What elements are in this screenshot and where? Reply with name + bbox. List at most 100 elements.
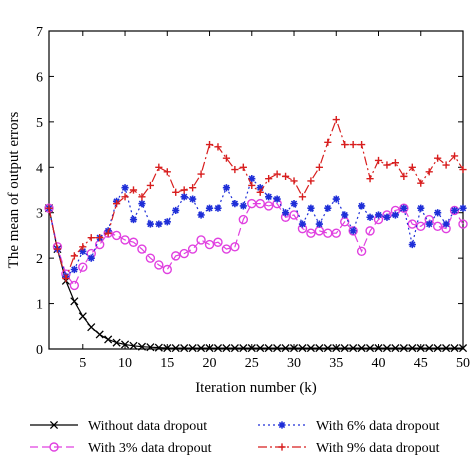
series — [44, 198, 468, 291]
data-point — [231, 165, 239, 174]
data-point — [213, 237, 223, 247]
data-point — [70, 252, 78, 260]
data-point — [187, 244, 198, 254]
data-point — [154, 343, 163, 352]
data-point — [399, 344, 408, 353]
series-line — [48, 177, 464, 278]
data-point — [239, 202, 247, 210]
data-point — [155, 163, 163, 171]
data-point — [162, 264, 172, 275]
data-point — [391, 344, 400, 353]
data-point — [138, 200, 146, 208]
y-tick-label: 4 — [36, 161, 43, 176]
data-point — [104, 335, 113, 344]
data-point — [289, 210, 299, 220]
data-point — [416, 344, 425, 353]
data-point — [399, 203, 409, 213]
data-point — [400, 172, 408, 180]
data-point — [408, 163, 416, 171]
x-tick-label: 15 — [160, 356, 174, 371]
data-point — [290, 177, 298, 185]
data-point — [450, 206, 459, 215]
x-tick-label: 30 — [287, 356, 301, 371]
data-point — [137, 244, 147, 254]
series-line — [48, 202, 464, 287]
data-point — [332, 195, 340, 203]
data-point — [331, 228, 341, 238]
data-point — [273, 170, 281, 178]
x-tick-label: 50 — [456, 356, 470, 371]
data-point — [155, 220, 163, 228]
data-point — [315, 344, 324, 353]
data-point — [289, 344, 299, 353]
data-point — [255, 198, 265, 209]
data-point — [128, 237, 139, 247]
x-tick-label: 25 — [245, 356, 259, 371]
series — [45, 115, 467, 283]
data-point — [265, 175, 273, 183]
data-point — [231, 200, 239, 208]
data-point — [163, 168, 171, 176]
data-point — [332, 344, 341, 353]
y-tick-label: 5 — [36, 116, 43, 131]
data-point — [391, 211, 400, 219]
data-point — [278, 421, 286, 429]
data-point — [221, 244, 232, 254]
data-point — [78, 262, 88, 272]
data-point — [45, 204, 53, 212]
data-point — [189, 195, 197, 203]
data-point — [323, 228, 333, 238]
data-point — [408, 344, 417, 353]
x-tick-label: 40 — [372, 356, 386, 371]
data-point — [163, 344, 172, 353]
data-point — [247, 344, 256, 353]
data-point — [349, 140, 357, 149]
y-tick-label: 2 — [36, 252, 43, 267]
data-point — [205, 344, 214, 353]
data-point — [366, 175, 374, 183]
data-point — [120, 235, 130, 245]
data-point — [137, 342, 146, 351]
data-point — [239, 163, 247, 171]
data-point — [341, 140, 349, 149]
data-point — [62, 274, 70, 283]
data-point — [332, 115, 340, 124]
data-point — [458, 219, 468, 229]
data-point — [408, 240, 416, 249]
legend-label: With 9% data dropout — [316, 441, 440, 456]
data-point — [281, 209, 290, 217]
data-point — [256, 344, 265, 353]
data-point — [324, 204, 332, 212]
data-point — [459, 165, 467, 174]
data-point — [458, 344, 468, 353]
data-point — [197, 344, 206, 353]
data-point — [298, 193, 307, 201]
data-point — [281, 172, 290, 180]
y-tick-label: 1 — [36, 298, 43, 313]
data-point — [222, 184, 231, 192]
data-point — [204, 239, 215, 250]
data-point — [214, 204, 222, 212]
data-point — [197, 211, 205, 219]
x-tick-label: 35 — [329, 356, 343, 371]
data-point — [298, 220, 307, 228]
data-point — [391, 159, 400, 167]
x-tick-label: 45 — [414, 356, 428, 371]
data-point — [213, 344, 223, 353]
data-point — [383, 213, 391, 221]
data-point — [171, 344, 180, 353]
legend: Without data dropout With 6% data dropout… — [30, 419, 440, 456]
data-point — [449, 205, 460, 216]
data-point — [129, 186, 138, 194]
data-point — [450, 344, 459, 353]
series-layer — [44, 115, 468, 353]
data-point — [407, 219, 418, 229]
data-point — [383, 161, 391, 169]
data-point — [112, 200, 121, 208]
data-point — [172, 188, 180, 196]
data-point — [307, 204, 315, 212]
data-point — [189, 184, 197, 192]
data-point — [434, 154, 442, 162]
